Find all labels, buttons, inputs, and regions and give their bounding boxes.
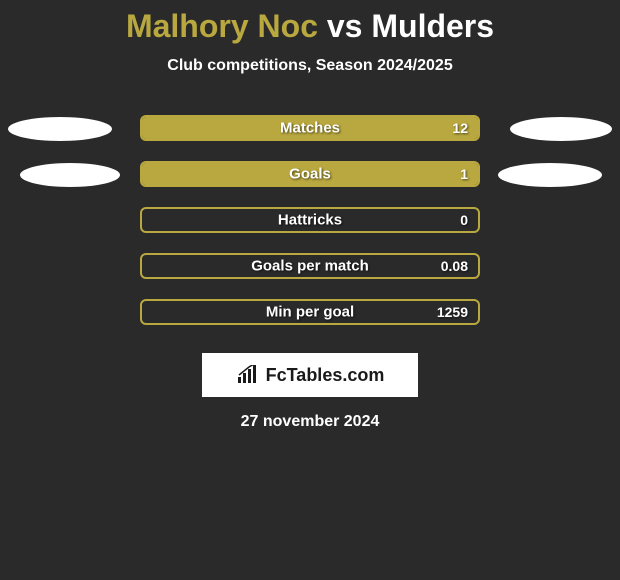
stat-label: Matches	[280, 120, 340, 137]
bar-chart-icon	[236, 365, 260, 385]
date-text: 27 november 2024	[0, 413, 620, 431]
stat-row: Goals 1	[0, 151, 620, 197]
stat-value: 0.08	[441, 258, 468, 274]
player2-name: Mulders	[371, 8, 494, 44]
stat-bar: Min per goal 1259	[140, 299, 480, 325]
stat-value: 1	[460, 166, 468, 182]
stat-value: 0	[460, 212, 468, 228]
comparison-card: Malhory Noc vs Mulders Club competitions…	[0, 0, 620, 431]
logo-text: FcTables.com	[266, 365, 385, 386]
stat-label: Min per goal	[266, 304, 354, 321]
stat-bar: Goals per match 0.08	[140, 253, 480, 279]
stat-bar: Matches 12	[140, 115, 480, 141]
page-title: Malhory Noc vs Mulders	[0, 8, 620, 45]
stats-area: Matches 12 Goals 1 Hattricks 0 Goals per…	[0, 105, 620, 335]
vs-separator: vs	[327, 8, 363, 44]
stat-bar: Hattricks 0	[140, 207, 480, 233]
stat-value: 1259	[437, 304, 468, 320]
stat-row: Min per goal 1259	[0, 289, 620, 335]
stat-row: Goals per match 0.08	[0, 243, 620, 289]
logo-box[interactable]: FcTables.com	[202, 353, 418, 397]
stat-label: Goals per match	[251, 258, 369, 275]
stat-label: Goals	[289, 166, 331, 183]
subtitle: Club competitions, Season 2024/2025	[0, 57, 620, 75]
player1-name: Malhory Noc	[126, 8, 318, 44]
stat-row: Hattricks 0	[0, 197, 620, 243]
stat-label: Hattricks	[278, 212, 342, 229]
stat-bar: Goals 1	[140, 161, 480, 187]
stat-row: Matches 12	[0, 105, 620, 151]
stat-value: 12	[452, 120, 468, 136]
